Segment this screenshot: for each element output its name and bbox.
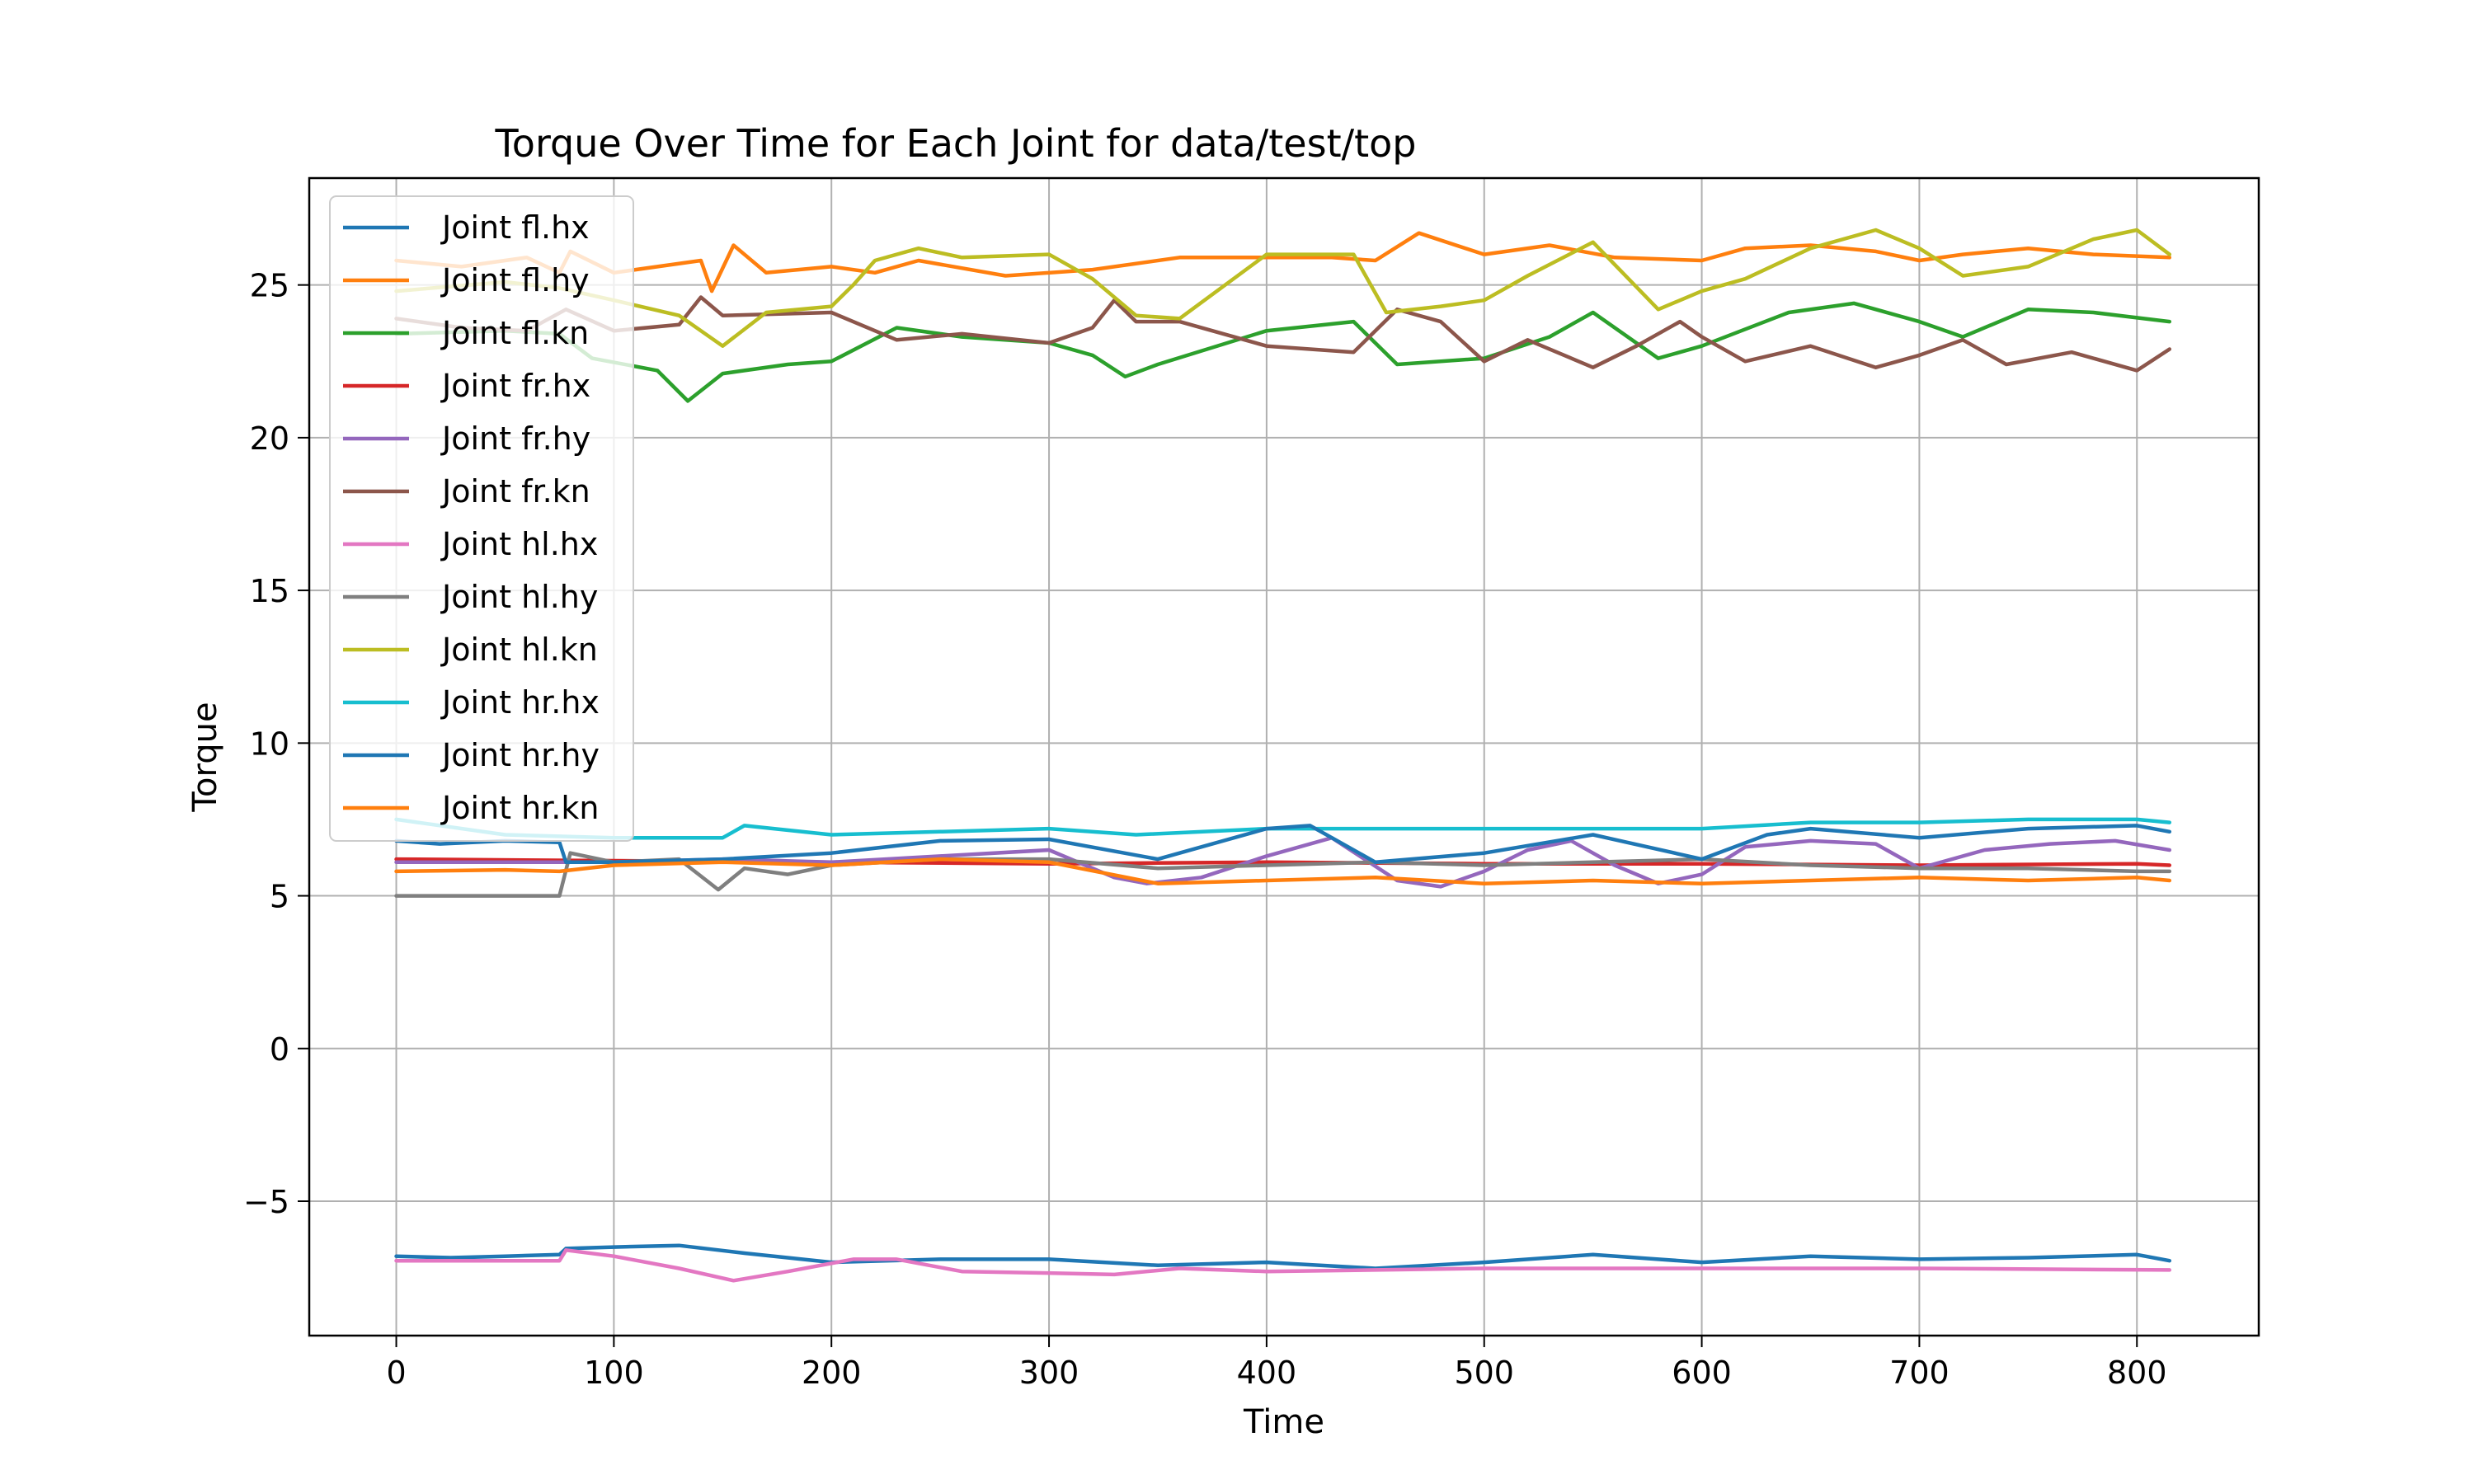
y-tick-label-6: 25 — [250, 268, 289, 304]
x-tick-label-1: 100 — [584, 1355, 644, 1391]
legend-label-6: Joint hl.hx — [440, 526, 598, 562]
y-tick-label-3: 10 — [250, 726, 289, 762]
x-axis-ticks: 0 100 200 300 400 500 600 700 800 — [386, 1336, 2167, 1391]
legend-label-9: Joint hr.hx — [440, 684, 600, 721]
legend-label-0: Joint fl.hx — [440, 209, 590, 246]
plot-frame — [308, 176, 2260, 1337]
legend-label-7: Joint hl.hy — [440, 579, 598, 615]
legend-box — [329, 195, 634, 842]
y-tick-label-0: −5 — [243, 1184, 289, 1220]
series-line-8 — [394, 228, 2172, 348]
series-line-2 — [394, 301, 2172, 403]
legend-label-8: Joint hl.kn — [440, 632, 598, 668]
x-tick-label-8: 800 — [2107, 1355, 2167, 1391]
x-tick-label-3: 300 — [1019, 1355, 1079, 1391]
legend-label-4: Joint fr.hy — [440, 420, 590, 457]
legend-label-1: Joint fl.hy — [440, 262, 590, 298]
legend-label-5: Joint fr.kn — [440, 473, 590, 510]
legend-label-10: Joint hr.hy — [440, 737, 600, 773]
legend: Joint fl.hx Joint fl.hy Joint fl.kn Joint f… — [329, 195, 634, 842]
y-axis-ticks: −5 0 5 10 15 20 25 — [243, 268, 309, 1220]
y-tick-label-1: 0 — [270, 1031, 289, 1068]
x-tick-label-0: 0 — [386, 1355, 406, 1391]
legend-label-2: Joint fl.kn — [440, 315, 589, 351]
x-tick-label-4: 400 — [1237, 1355, 1297, 1391]
chart-title: Torque Over Time for Each Joint for data… — [495, 121, 1417, 166]
series-line-7 — [394, 851, 2172, 898]
x-tick-label-2: 200 — [802, 1355, 862, 1391]
y-tick-label-2: 5 — [270, 879, 289, 915]
y-tick-label-4: 15 — [250, 573, 289, 609]
series-line-10 — [394, 824, 2172, 865]
y-tick-label-5: 20 — [250, 420, 289, 457]
series-line-5 — [394, 295, 2172, 373]
series-line-11 — [394, 857, 2172, 885]
legend-label-3: Joint fr.hx — [440, 368, 590, 404]
series-line-4 — [394, 835, 2172, 889]
series-line-0 — [394, 1243, 2172, 1270]
y-axis-label: Torque — [186, 702, 224, 812]
x-tick-label-5: 500 — [1454, 1355, 1514, 1391]
series-line-6 — [394, 1248, 2172, 1283]
x-tick-label-7: 700 — [1889, 1355, 1950, 1391]
x-tick-label-6: 600 — [1672, 1355, 1732, 1391]
x-axis-label: Time — [1243, 1403, 1324, 1441]
legend-label-11: Joint hr.kn — [440, 790, 599, 826]
